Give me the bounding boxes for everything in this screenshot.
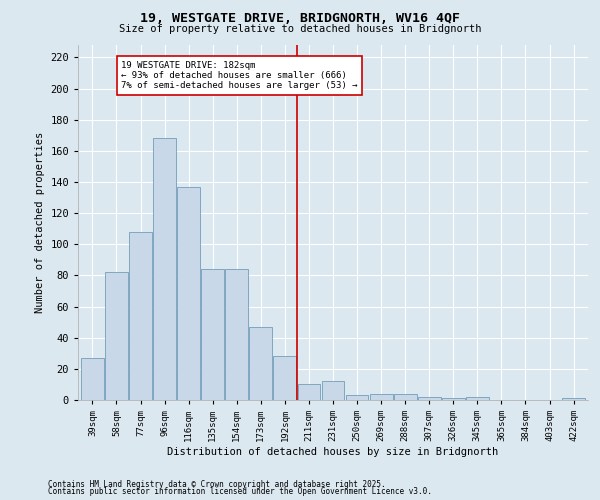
Bar (226, 269, 248, 400)
Bar (370, 394, 392, 400)
Bar (177, 186, 200, 400)
Bar (466, 397, 489, 400)
Bar (394, 394, 416, 400)
Text: 19 WESTGATE DRIVE: 182sqm
← 93% of detached houses are smaller (666)
7% of semi-: 19 WESTGATE DRIVE: 182sqm ← 93% of detac… (121, 60, 358, 90)
Text: Contains HM Land Registry data © Crown copyright and database right 2025.: Contains HM Land Registry data © Crown c… (48, 480, 386, 489)
Text: Size of property relative to detached houses in Bridgnorth: Size of property relative to detached ho… (119, 24, 481, 34)
Bar (346, 396, 368, 400)
Text: Contains public sector information licensed under the Open Government Licence v3: Contains public sector information licen… (48, 487, 432, 496)
Bar (129, 232, 152, 400)
X-axis label: Distribution of detached houses by size in Bridgnorth: Distribution of detached houses by size … (167, 447, 499, 457)
Bar (562, 398, 585, 400)
Bar (442, 398, 465, 400)
Bar (418, 397, 440, 400)
Bar (81, 358, 104, 400)
Bar (250, 327, 272, 400)
Bar (298, 384, 320, 400)
Bar (201, 269, 224, 400)
Bar (153, 138, 176, 400)
Bar (322, 382, 344, 400)
Text: 19, WESTGATE DRIVE, BRIDGNORTH, WV16 4QF: 19, WESTGATE DRIVE, BRIDGNORTH, WV16 4QF (140, 12, 460, 26)
Y-axis label: Number of detached properties: Number of detached properties (35, 132, 44, 313)
Bar (274, 356, 296, 400)
Bar (105, 272, 128, 400)
